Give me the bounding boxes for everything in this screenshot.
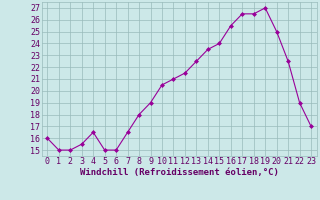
X-axis label: Windchill (Refroidissement éolien,°C): Windchill (Refroidissement éolien,°C) [80, 168, 279, 177]
